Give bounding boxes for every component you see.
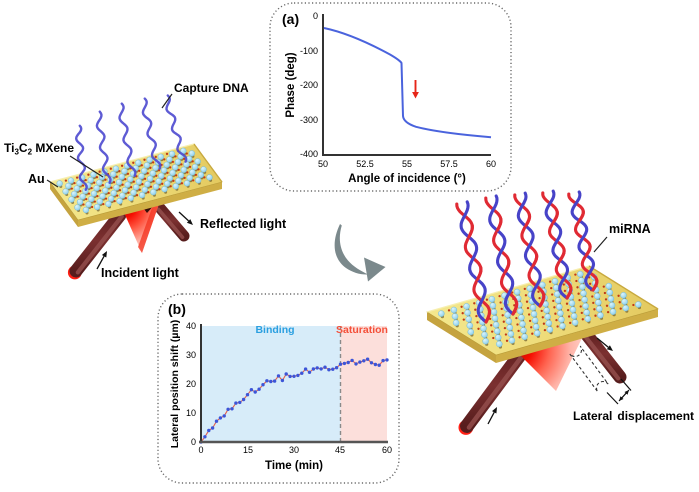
svg-text:52.5: 52.5 — [356, 159, 374, 169]
svg-text:-100: -100 — [300, 46, 318, 56]
svg-text:Capture DNA: Capture DNA — [174, 81, 249, 95]
svg-text:Saturation: Saturation — [336, 324, 388, 336]
svg-text:Angle of incidence (°): Angle of incidence (°) — [348, 173, 466, 185]
svg-text:-200: -200 — [300, 80, 318, 90]
svg-text:-300: -300 — [300, 115, 318, 125]
svg-text:miRNA: miRNA — [609, 222, 651, 236]
svg-text:Ti3C2 MXene: Ti3C2 MXene — [4, 141, 74, 157]
svg-text:Incident light: Incident light — [101, 266, 180, 280]
svg-text:30: 30 — [289, 445, 299, 455]
svg-text:57.5: 57.5 — [440, 159, 458, 169]
svg-text:(b): (b) — [168, 301, 186, 317]
svg-text:50: 50 — [318, 159, 328, 169]
svg-text:55: 55 — [402, 159, 412, 169]
svg-text:Time (min): Time (min) — [265, 460, 323, 472]
svg-text:-400: -400 — [300, 149, 318, 159]
svg-text:0: 0 — [191, 437, 196, 447]
svg-text:Lateral position shift (µm): Lateral position shift (µm) — [169, 320, 181, 449]
svg-text:15: 15 — [243, 445, 253, 455]
svg-text:0: 0 — [313, 11, 318, 21]
svg-text:(a): (a) — [282, 11, 299, 27]
svg-text:60: 60 — [486, 159, 496, 169]
svg-text:20: 20 — [186, 379, 196, 389]
svg-text:Au: Au — [28, 172, 45, 186]
svg-text:40: 40 — [186, 321, 196, 331]
svg-text:Reflected light: Reflected light — [200, 217, 287, 231]
svg-text:0: 0 — [198, 445, 203, 455]
svg-text:Phase (deg): Phase (deg) — [285, 52, 297, 117]
svg-text:Binding: Binding — [255, 324, 294, 336]
svg-text:45: 45 — [335, 445, 345, 455]
svg-text:60: 60 — [382, 445, 392, 455]
svg-text:10: 10 — [186, 408, 196, 418]
svg-text:30: 30 — [186, 350, 196, 360]
